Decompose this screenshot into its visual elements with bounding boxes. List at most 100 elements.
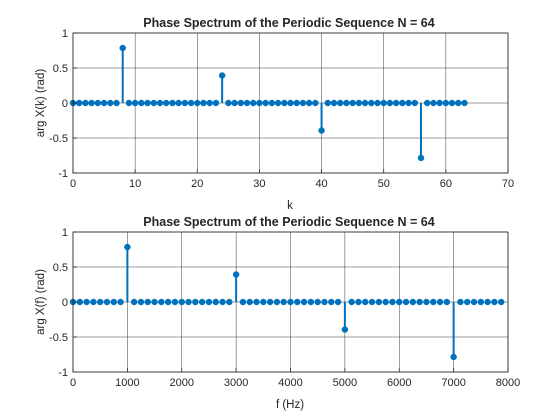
stem-marker (300, 298, 308, 306)
stem-marker (119, 44, 126, 52)
stem-marker (321, 298, 328, 306)
subplot-top: Phase Spectrum of the Periodic Sequence … (35, 16, 514, 212)
y-tick-label: -0.5 (49, 133, 68, 145)
stem-marker (246, 298, 253, 306)
y-tick-label: 1 (62, 28, 68, 40)
stem-marker (491, 298, 498, 306)
stem-marker (124, 243, 131, 251)
stem-marker (430, 99, 437, 107)
stem-marker (206, 99, 213, 107)
stem-marker (187, 99, 195, 107)
stem-marker (130, 298, 138, 306)
stem-marker (110, 298, 118, 306)
stem-marker (402, 298, 410, 306)
tick-labels: 0 10 20 30 40 50 60 70 -1 -0.5 0 0.5 1 (49, 28, 514, 190)
stem-marker (281, 99, 288, 107)
stem-marker (341, 326, 349, 333)
stem-marker (330, 99, 338, 107)
x-axis-label: k (287, 200, 293, 212)
stem-marker (268, 99, 276, 107)
stem-marker (237, 99, 245, 107)
y-tick-label: -1 (58, 168, 68, 180)
stem-marker (239, 298, 247, 306)
stem-series (69, 243, 505, 361)
stem-marker (82, 99, 89, 107)
stem-marker (318, 127, 325, 134)
stem-marker (457, 298, 464, 306)
stem-marker (423, 298, 430, 306)
stem-marker (164, 298, 172, 306)
x-tick-label: 4000 (278, 377, 302, 389)
stem-marker (150, 99, 158, 107)
y-tick-label: -0.5 (49, 332, 68, 344)
stem-marker (212, 99, 220, 107)
stem-marker (151, 298, 158, 306)
stem-marker (497, 298, 505, 306)
stem-marker (355, 298, 362, 306)
stem-marker (442, 99, 450, 107)
stem-marker (192, 298, 199, 306)
stem-marker (103, 298, 111, 306)
x-tick-label: 10 (129, 178, 141, 190)
stem-marker (293, 99, 300, 107)
stem-marker (100, 99, 108, 107)
y-tick-label: -1 (58, 367, 68, 379)
stem-marker (273, 298, 281, 306)
stem-marker (484, 298, 491, 306)
stem-marker (355, 99, 363, 107)
x-tick-label: 60 (440, 178, 452, 190)
stem-marker (312, 99, 319, 107)
stem-marker (96, 298, 104, 306)
stem-marker (470, 298, 478, 306)
stem-marker (409, 298, 417, 306)
stem-marker (305, 99, 313, 107)
stem-marker (436, 298, 444, 306)
stem-marker (287, 298, 294, 306)
stem-marker (349, 99, 356, 107)
stem-marker (294, 298, 301, 306)
stem-marker (436, 99, 443, 107)
y-tick-label: 0 (62, 297, 68, 309)
stem-marker (200, 99, 207, 107)
stem-marker (477, 298, 485, 306)
stem-marker (334, 298, 342, 306)
stem-marker (461, 99, 468, 107)
stem-marker (76, 298, 84, 306)
stem-marker (280, 298, 287, 306)
stem-marker (194, 99, 201, 107)
stem-marker (266, 298, 274, 306)
stem-marker (125, 99, 133, 107)
stem-marker (307, 298, 315, 306)
stem-marker (299, 99, 307, 107)
y-tick-label: 0 (62, 98, 68, 110)
stem-marker (185, 298, 192, 306)
stem-marker (232, 271, 240, 278)
stem-marker (262, 99, 269, 107)
stem-marker (382, 298, 389, 306)
x-tick-label: 40 (315, 178, 327, 190)
x-tick-label: 70 (502, 178, 514, 190)
stem-marker (405, 99, 412, 107)
y-tick-label: 1 (62, 227, 68, 239)
stem-marker (361, 99, 369, 107)
stem-marker (287, 99, 294, 107)
stem-marker (144, 99, 151, 107)
x-tick-label: 1000 (115, 377, 139, 389)
stem-marker (231, 99, 238, 107)
stem-marker (256, 99, 263, 107)
stem-marker (368, 99, 375, 107)
tick-labels: 0 1000 2000 3000 4000 5000 6000 7000 8000 -1 -0.5 0… (49, 227, 520, 389)
stem-marker (416, 298, 423, 306)
x-tick-label: 7000 (441, 377, 465, 389)
stem-marker (212, 298, 219, 306)
stem-marker (253, 298, 260, 306)
stem-marker (443, 298, 451, 306)
stem-marker (343, 99, 350, 107)
stem-marker (389, 298, 396, 306)
stem-marker (463, 298, 471, 306)
stem-marker (455, 99, 462, 107)
stem-marker (375, 298, 383, 306)
stem-marker (175, 99, 182, 107)
